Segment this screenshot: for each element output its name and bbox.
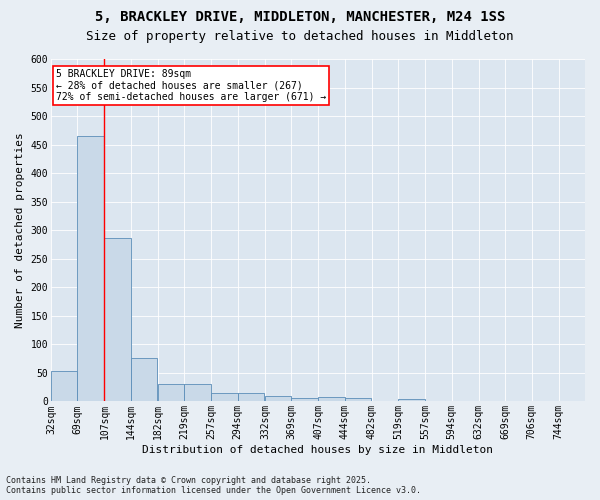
Bar [131, 358, 157, 402]
Bar [319, 398, 345, 402]
Bar [104, 238, 131, 402]
X-axis label: Distribution of detached houses by size in Middleton: Distribution of detached houses by size … [142, 445, 493, 455]
Text: Size of property relative to detached houses in Middleton: Size of property relative to detached ho… [86, 30, 514, 43]
Bar [345, 398, 371, 402]
Bar [291, 398, 317, 402]
Bar [77, 136, 104, 402]
Text: Contains HM Land Registry data © Crown copyright and database right 2025.
Contai: Contains HM Land Registry data © Crown c… [6, 476, 421, 495]
Bar [158, 384, 184, 402]
Bar [398, 399, 425, 402]
Bar [184, 384, 211, 402]
Bar [265, 396, 291, 402]
Bar [238, 394, 264, 402]
Bar [211, 393, 238, 402]
Bar [51, 370, 77, 402]
Text: 5 BRACKLEY DRIVE: 89sqm
← 28% of detached houses are smaller (267)
72% of semi-d: 5 BRACKLEY DRIVE: 89sqm ← 28% of detache… [56, 70, 326, 102]
Y-axis label: Number of detached properties: Number of detached properties [15, 132, 25, 328]
Text: 5, BRACKLEY DRIVE, MIDDLETON, MANCHESTER, M24 1SS: 5, BRACKLEY DRIVE, MIDDLETON, MANCHESTER… [95, 10, 505, 24]
